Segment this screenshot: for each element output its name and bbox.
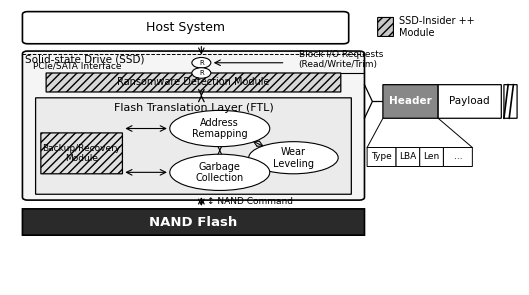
FancyBboxPatch shape [22,12,349,44]
Text: ↕ NAND Command: ↕ NAND Command [207,197,293,206]
Text: NAND Flash: NAND Flash [149,216,238,229]
Text: Type: Type [371,153,392,161]
Ellipse shape [170,154,270,191]
FancyBboxPatch shape [22,209,364,235]
Text: LBA: LBA [399,153,416,161]
Text: R: R [199,60,204,66]
Ellipse shape [170,110,270,147]
FancyBboxPatch shape [443,148,472,166]
FancyBboxPatch shape [438,85,501,118]
FancyBboxPatch shape [378,17,394,37]
Text: Len: Len [423,153,440,161]
Text: Payload: Payload [450,96,490,106]
FancyBboxPatch shape [367,148,396,166]
Ellipse shape [249,142,338,174]
FancyBboxPatch shape [46,73,341,92]
Text: Ransomware Detection Module: Ransomware Detection Module [117,78,270,88]
Text: Header: Header [389,96,432,106]
Text: Host System: Host System [146,21,225,34]
Circle shape [192,58,211,68]
Circle shape [192,68,211,78]
FancyBboxPatch shape [22,51,364,200]
FancyBboxPatch shape [41,133,122,174]
Text: Garbage
Collection: Garbage Collection [196,162,244,183]
Text: Solid-state Drive (SSD): Solid-state Drive (SSD) [25,55,144,65]
Text: PCIe/SATA Interface: PCIe/SATA Interface [33,61,122,70]
Text: Backup/Recovery
Module: Backup/Recovery Module [42,144,121,163]
FancyBboxPatch shape [35,98,351,194]
FancyBboxPatch shape [396,148,419,166]
Text: Flash Translation Layer (FTL): Flash Translation Layer (FTL) [114,103,273,113]
FancyBboxPatch shape [419,148,443,166]
Text: Block I/O Requests
(Read/Write/Trim): Block I/O Requests (Read/Write/Trim) [299,50,383,69]
FancyBboxPatch shape [504,85,517,118]
Text: SSD-Insider ++
Module: SSD-Insider ++ Module [399,16,475,38]
FancyBboxPatch shape [383,85,438,118]
Text: Wear
Leveling: Wear Leveling [273,147,314,168]
Text: R: R [199,70,204,76]
Text: ...: ... [453,153,462,161]
Text: Address
Remapping: Address Remapping [192,118,248,139]
